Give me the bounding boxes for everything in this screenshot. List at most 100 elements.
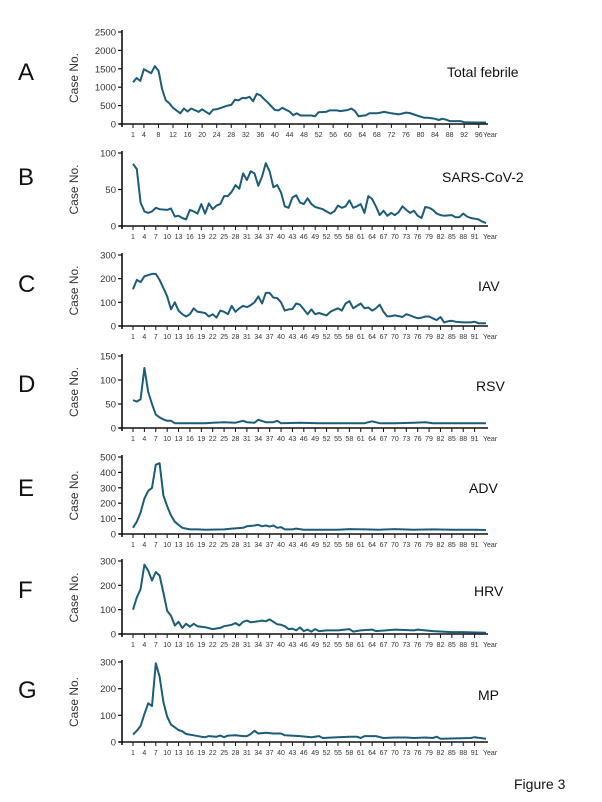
x-tick-label: 22: [209, 542, 217, 549]
x-tick-label: 13: [175, 436, 183, 443]
x-tick-label: 91: [471, 334, 479, 341]
x-tick-label: 61: [357, 234, 365, 241]
y-tick-label: 100: [100, 298, 116, 309]
y-tick-label: 0: [111, 322, 116, 333]
y-tick-label: 50: [105, 400, 116, 411]
panel-title: SARS-CoV-2: [442, 169, 524, 185]
x-tick-label: 82: [437, 642, 445, 649]
x-tick-label: 22: [209, 436, 217, 443]
x-tick-label: 61: [357, 750, 365, 757]
x-tick-label: 1: [131, 642, 135, 649]
x-tick-label: 28: [232, 436, 240, 443]
x-tick-label: 49: [311, 334, 319, 341]
x-tick-label: 88: [459, 542, 467, 549]
x-tick-label: 73: [402, 234, 410, 241]
y-tick-label: 100: [100, 711, 116, 722]
y-tick-label: 50: [105, 185, 116, 196]
x-tick-label: 1: [131, 542, 135, 549]
x-tick-label: 80: [417, 132, 425, 139]
x-tick-label: 13: [175, 750, 183, 757]
y-axis-label: Case No.: [67, 53, 81, 103]
x-tick-label: 84: [431, 132, 439, 139]
x-axis-label: Year: [483, 234, 498, 241]
x-tick-label: 31: [243, 642, 251, 649]
x-tick-label: 64: [368, 334, 376, 341]
x-tick-label: 64: [368, 750, 376, 757]
x-tick-label: 82: [437, 750, 445, 757]
x-tick-label: 85: [448, 750, 456, 757]
x-tick-label: 46: [300, 642, 308, 649]
x-tick-label: 37: [266, 642, 274, 649]
panel-title: RSV: [476, 378, 505, 394]
x-tick-label: 7: [154, 234, 158, 241]
y-tick-label: 100: [100, 605, 116, 616]
x-tick-label: 79: [425, 542, 433, 549]
x-tick-label: 52: [323, 334, 331, 341]
x-tick-label: 79: [425, 334, 433, 341]
x-tick-label: 91: [471, 234, 479, 241]
x-tick-label: 76: [414, 542, 422, 549]
x-tick-label: 91: [471, 750, 479, 757]
x-tick-label: 22: [209, 234, 217, 241]
x-axis-label: Year: [483, 750, 498, 757]
x-tick-label: 25: [220, 750, 228, 757]
x-tick-label: 43: [289, 542, 297, 549]
x-tick-label: 37: [266, 334, 274, 341]
x-tick-label: 40: [277, 436, 285, 443]
x-tick-label: 72: [387, 132, 395, 139]
x-tick-label: 16: [186, 750, 194, 757]
x-axis-label: Year: [483, 436, 498, 443]
x-tick-label: 10: [163, 334, 171, 341]
x-tick-label: 61: [357, 642, 365, 649]
x-tick-label: 4: [142, 132, 146, 139]
panel-title: HRV: [474, 583, 504, 599]
x-tick-label: 37: [266, 436, 274, 443]
y-tick-label: 100: [100, 149, 116, 160]
x-tick-label: 7: [154, 436, 158, 443]
x-axis-label: Year: [483, 542, 498, 549]
x-tick-label: 13: [175, 642, 183, 649]
x-tick-label: 16: [186, 642, 194, 649]
x-tick-label: 79: [425, 642, 433, 649]
x-tick-label: 85: [448, 436, 456, 443]
series-line-F: [132, 563, 487, 634]
x-tick-label: 48: [300, 132, 308, 139]
x-tick-label: 67: [380, 436, 388, 443]
y-tick-label: 0: [111, 424, 116, 435]
x-tick-label: 76: [414, 436, 422, 443]
y-tick-label: 100: [100, 376, 116, 387]
y-axis-label: Case No.: [67, 677, 81, 727]
series-line-D: [132, 367, 486, 425]
x-tick-label: 7: [154, 334, 158, 341]
x-tick-label: 91: [471, 436, 479, 443]
x-tick-label: 24: [213, 132, 221, 139]
series-line-G: [132, 662, 487, 740]
x-tick-label: 60: [344, 132, 352, 139]
x-tick-label: 64: [368, 234, 376, 241]
x-tick-label: 70: [391, 436, 399, 443]
x-tick-label: 55: [334, 750, 342, 757]
panel-letter: D: [18, 371, 35, 398]
x-tick-label: 73: [402, 642, 410, 649]
x-tick-label: 70: [391, 750, 399, 757]
y-tick-label: 300: [100, 483, 116, 494]
x-tick-label: 76: [414, 334, 422, 341]
x-tick-label: 1: [131, 436, 135, 443]
x-tick-label: 40: [277, 234, 285, 241]
y-tick-label: 150: [100, 352, 116, 363]
x-tick-label: 70: [391, 642, 399, 649]
y-tick-label: 500: [100, 101, 116, 112]
x-tick-label: 1: [131, 132, 135, 139]
x-tick-label: 16: [186, 436, 194, 443]
panel-letter: F: [18, 577, 33, 604]
y-axis-label: Case No.: [67, 572, 81, 622]
x-tick-label: 82: [437, 436, 445, 443]
x-tick-label: 16: [184, 132, 192, 139]
x-tick-label: 49: [311, 234, 319, 241]
x-tick-label: 70: [391, 234, 399, 241]
x-tick-label: 67: [380, 234, 388, 241]
x-tick-label: 49: [311, 642, 319, 649]
y-tick-label: 2500: [95, 28, 116, 39]
x-tick-label: 88: [459, 234, 467, 241]
